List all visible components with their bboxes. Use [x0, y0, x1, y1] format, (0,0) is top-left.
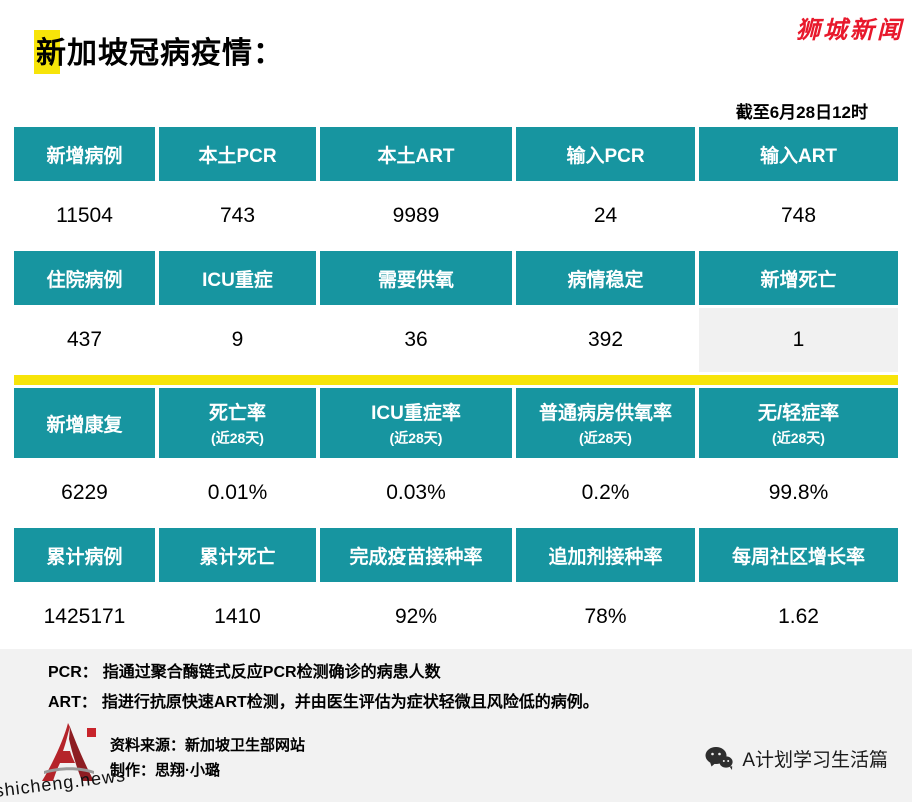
value-weekly-growth: 1.62 — [699, 585, 898, 649]
header-oxygen: 需要供氧 — [320, 251, 512, 305]
header-new-cases: 新增病例 — [14, 127, 155, 181]
note-art: ART： 指进行抗原快速ART检测，并由医生评估为症状轻微且风险低的病例。 — [48, 694, 599, 711]
header-mild-rate: 无/轻症率 (近28天) — [699, 388, 898, 458]
account-name: A计划学习生活篇 — [742, 750, 888, 771]
maker-credit: 制作：思翔·小璐 — [110, 762, 220, 779]
page-title: 新加坡冠病疫情： — [36, 37, 284, 70]
value-ward-oxygen-rate: 0.2% — [516, 461, 695, 525]
note-pcr-text: 指通过聚合酶链式反应PCR检测确诊的病患人数 — [102, 664, 441, 681]
stats-table: 新增病例 本土PCR 本土ART 输入PCR 输入ART 11504 743 9… — [14, 127, 898, 649]
value-booster-rate: 78% — [516, 585, 695, 649]
header-icu-rate: ICU重症率 (近28天) — [320, 388, 512, 458]
value-local-pcr: 743 — [159, 184, 316, 248]
header-local-pcr: 本土PCR — [159, 127, 316, 181]
value-total-deaths: 1410 — [159, 585, 316, 649]
footer-band: PCR： 指通过聚合酶链式反应PCR检测确诊的病患人数 ART： 指进行抗原快速AR… — [0, 649, 912, 802]
header-local-art: 本土ART — [320, 127, 512, 181]
yellow-separator — [14, 375, 898, 385]
header-stable: 病情稳定 — [516, 251, 695, 305]
value-vaccination-rate: 92% — [320, 585, 512, 649]
header-vaccination-rate: 完成疫苗接种率 — [320, 528, 512, 582]
value-new-deaths: 1 — [699, 308, 898, 372]
value-mild-rate: 99.8% — [699, 461, 898, 525]
header-weekly-growth: 每周社区增长率 — [699, 528, 898, 582]
brand-sitename: 狮城新闻 — [796, 18, 904, 44]
value-imported-pcr: 24 — [516, 184, 695, 248]
header-imported-art: 输入ART — [699, 127, 898, 181]
value-stable: 392 — [516, 308, 695, 372]
note-art-text: 指进行抗原快速ART检测，并由医生评估为症状轻微且风险低的病例。 — [101, 694, 599, 711]
source-credit: 资料来源：新加坡卫生部网站 — [110, 737, 306, 754]
header-booster-rate: 追加剂接种率 — [516, 528, 695, 582]
value-death-rate: 0.01% — [159, 461, 316, 525]
value-local-art: 9989 — [320, 184, 512, 248]
header-ward-oxygen-rate: 普通病房供氧率 (近28天) — [516, 388, 695, 458]
header-death-rate: 死亡率 (近28天) — [159, 388, 316, 458]
value-icu: 9 — [159, 308, 316, 372]
studio-logo — [36, 721, 100, 787]
header-icu: ICU重症 — [159, 251, 316, 305]
value-icu-rate: 0.03% — [320, 461, 512, 525]
title-block: 新加坡冠病疫情： — [34, 28, 284, 74]
header-imported-pcr: 输入PCR — [516, 127, 695, 181]
value-new-recovered: 6229 — [14, 461, 155, 525]
header-hospitalized: 住院病例 — [14, 251, 155, 305]
value-oxygen: 36 — [320, 308, 512, 372]
note-pcr: PCR： 指通过聚合酶链式反应PCR检测确诊的病患人数 — [48, 664, 441, 681]
header-total-cases: 累计病例 — [14, 528, 155, 582]
value-imported-art: 748 — [699, 184, 898, 248]
stylized-a-logo-icon — [42, 723, 96, 781]
header-total-deaths: 累计死亡 — [159, 528, 316, 582]
value-total-cases: 1425171 — [14, 585, 155, 649]
header-new-recovered: 新增康复 — [14, 388, 155, 458]
value-hospitalized: 437 — [14, 308, 155, 372]
wechat-account: A计划学习生活篇 — [705, 745, 888, 772]
credits-block: 资料来源：新加坡卫生部网站 制作：思翔·小璐 — [110, 733, 305, 783]
value-new-cases: 11504 — [14, 184, 155, 248]
title-highlight — [34, 30, 60, 74]
wechat-icon — [705, 747, 733, 770]
header-new-deaths: 新增死亡 — [699, 251, 898, 305]
as-of-date: 截至6月28日12时 — [735, 103, 868, 122]
